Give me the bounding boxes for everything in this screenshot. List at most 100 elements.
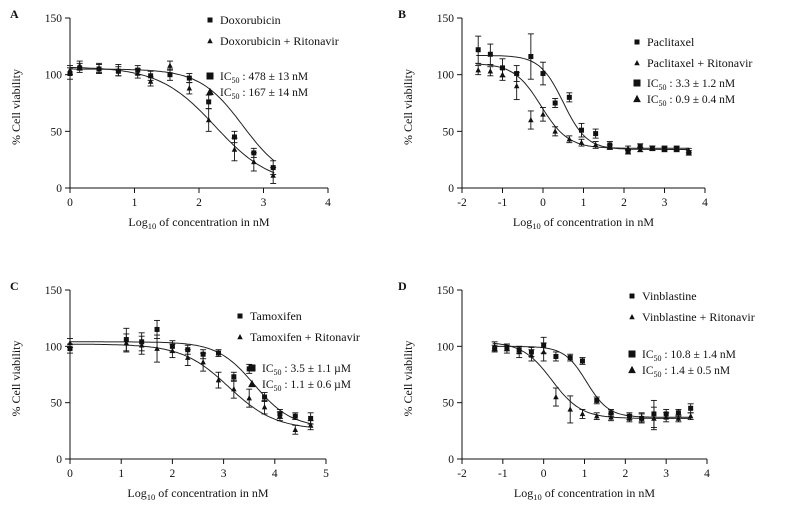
- y-tick-label: 50: [51, 398, 63, 410]
- ic50-pre: IC: [220, 87, 232, 99]
- x-axis-label-rest: of concentration in nM: [155, 486, 269, 500]
- x-tick-label: 2: [621, 197, 627, 209]
- data-point: [186, 75, 192, 81]
- ic50-value: : 478 ± 13 nM: [240, 71, 309, 83]
- ic50-annotation: IC50 : 3.5 ± 1.1 µM: [262, 363, 351, 377]
- legend-label: Paclitaxel: [647, 35, 695, 49]
- legend-label: Tamoxifen: [250, 309, 302, 323]
- data-point: [686, 147, 692, 153]
- y-tick-label: 100: [45, 70, 63, 82]
- data-point: [67, 67, 73, 73]
- data-point: [566, 94, 572, 100]
- data-point: [540, 111, 546, 117]
- x-axis-label-main: Log: [514, 486, 533, 500]
- fit-curve-triangle: [476, 63, 689, 149]
- data-point: [594, 397, 600, 403]
- annotation-marker: [206, 87, 214, 96]
- data-point: [292, 426, 299, 432]
- fit-curve-triangle: [69, 66, 275, 174]
- chart-panel-c: C 0 50 100 150 0 1 2 3 4 5 Log10 of concentration i…: [9, 279, 360, 502]
- annotation-marker: [248, 379, 256, 388]
- panel-label: D: [398, 279, 407, 293]
- x-axis-label-rest: of concentration in nM: [156, 215, 270, 229]
- data-point: [292, 413, 298, 419]
- series-triangle: [67, 60, 277, 184]
- data-point: [491, 343, 498, 349]
- annotation-marker: [633, 79, 641, 87]
- x-tick-label: 0: [67, 197, 73, 209]
- series-triangle: [475, 65, 692, 154]
- data-point: [579, 410, 586, 417]
- data-point: [513, 83, 520, 89]
- data-point: [592, 141, 599, 148]
- data-point: [308, 415, 314, 421]
- data-point: [185, 354, 191, 360]
- annotation-marker: [206, 72, 214, 80]
- legend-marker: [629, 293, 635, 299]
- x-axis-label-sub: 10: [147, 492, 156, 502]
- data-point: [148, 73, 154, 79]
- data-point: [607, 144, 613, 150]
- data-point: [553, 353, 559, 359]
- data-point: [167, 72, 173, 78]
- data-point: [626, 415, 633, 421]
- legend-marker: [634, 60, 640, 66]
- data-point: [675, 415, 682, 421]
- y-tick-label: 0: [56, 183, 62, 195]
- ic50-pre: IC: [642, 365, 654, 377]
- chart-panel-b: B 0 50 100 150 -2 -1 0 1 2 3 4 Log10 of concentratio…: [398, 7, 752, 231]
- data-point: [251, 158, 257, 165]
- data-point: [661, 146, 668, 152]
- x-tick-label: 0: [540, 197, 546, 209]
- data-point: [516, 348, 522, 355]
- data-point: [593, 131, 599, 137]
- x-axis-label-rest: of concentration in nM: [541, 215, 655, 229]
- legend-marker: [237, 313, 243, 319]
- legend-label: Paclitaxel + Ritonavir: [647, 56, 752, 70]
- x-tick-label: -1: [498, 468, 508, 480]
- ic50-annotation: IC50 : 3.3 ± 1.2 nM: [647, 78, 735, 92]
- ic50-value: : 3.3 ± 1.2 nM: [667, 78, 736, 90]
- data-point: [147, 78, 154, 84]
- ic50-value: : 3.5 ± 1.1 µM: [282, 363, 351, 375]
- y-tick-label: 50: [51, 126, 63, 138]
- ic50-value: : 167 ± 14 nM: [240, 87, 309, 99]
- x-tick-label: -2: [457, 197, 467, 209]
- data-point: [154, 345, 160, 351]
- fit-curve-square: [492, 345, 691, 418]
- ic50-sub: 50: [659, 99, 667, 108]
- ic50-annotation: IC50 : 1.4 ± 0.5 nM: [642, 365, 730, 379]
- data-point: [566, 136, 573, 142]
- y-tick-label: 100: [437, 70, 455, 82]
- data-point: [608, 410, 614, 416]
- x-axis-label-main: Log: [513, 215, 532, 229]
- legend-marker: [629, 314, 635, 320]
- data-point: [552, 128, 558, 134]
- x-tick-label: 5: [323, 468, 329, 480]
- x-axis-label: Log10 of concentration in nM: [513, 215, 654, 231]
- data-point: [134, 70, 141, 76]
- ic50-annotation: IC50 : 10.8 ± 1.4 nM: [642, 349, 736, 363]
- data-point: [231, 146, 238, 152]
- data-point: [270, 172, 276, 178]
- data-point: [567, 355, 573, 361]
- data-point: [540, 71, 546, 77]
- data-point: [608, 414, 614, 420]
- y-axis-label: % Cell viability: [401, 69, 415, 145]
- data-point: [262, 394, 268, 400]
- data-point: [246, 395, 252, 401]
- data-point: [231, 374, 237, 380]
- data-point: [578, 127, 584, 133]
- ic50-pre: IC: [262, 379, 274, 391]
- x-tick-label: -1: [498, 197, 508, 209]
- data-point: [231, 134, 237, 140]
- x-tick-label: 4: [704, 468, 710, 480]
- ic50-sub: 50: [654, 354, 662, 363]
- annotation-marker: [628, 365, 636, 374]
- x-tick-label: 3: [221, 468, 227, 480]
- y-tick-label: 150: [437, 13, 455, 25]
- ic50-sub: 50: [274, 368, 282, 377]
- y-axis-label: % Cell viability: [9, 69, 23, 145]
- data-point: [206, 99, 212, 105]
- ic50-pre: IC: [647, 94, 659, 106]
